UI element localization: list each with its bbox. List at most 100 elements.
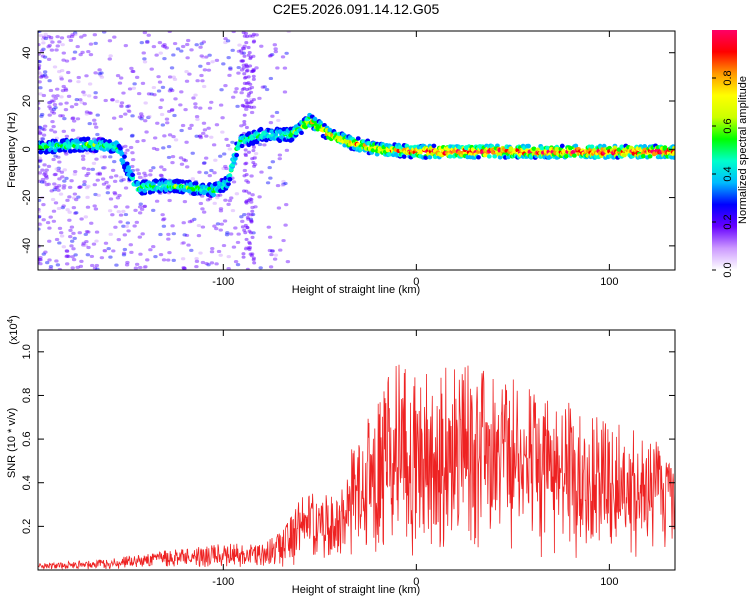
heatmap-cell: [95, 178, 100, 182]
colorbar-tick-label: 0.8: [722, 70, 734, 85]
heatmap-cell: [242, 228, 247, 232]
heatmap-cell: [167, 75, 173, 79]
heatmap-cell: [249, 219, 254, 223]
heatmap-cell: [100, 177, 106, 181]
heatmap-cell: [40, 168, 45, 172]
heatmap-cell: [123, 144, 128, 148]
heatmap-cell: [137, 115, 143, 119]
heatmap-cell: [113, 225, 118, 229]
heatmap-cell: [129, 134, 135, 138]
heatmap-cell: [161, 146, 166, 150]
heatmap-cell: [88, 52, 94, 57]
heatmap-cell: [227, 177, 233, 182]
heatmap-cell: [38, 75, 44, 79]
heatmap-cell: [239, 51, 245, 55]
heatmap-cell: [38, 106, 41, 111]
heatmap-cell: [54, 259, 59, 263]
heatmap-cell: [220, 116, 225, 120]
heatmap-cell: [219, 88, 224, 92]
heatmap-cell: [236, 49, 242, 53]
heatmap-cell: [113, 205, 119, 209]
heatmap-cell: [283, 223, 288, 227]
heatmap-cell: [181, 266, 187, 270]
heatmap-cell: [616, 147, 622, 152]
heatmap-cell: [281, 179, 286, 184]
heatmap-cell: [118, 175, 124, 179]
heatmap-cell: [38, 260, 41, 264]
heatmap-cell: [38, 214, 42, 219]
heatmap-cell: [130, 133, 135, 137]
heatmap-cell: [221, 62, 226, 66]
heatmap-cell: [227, 73, 232, 77]
heatmap-cell: [189, 248, 194, 253]
heatmap-cell: [234, 152, 240, 158]
heatmap-cell: [64, 249, 70, 253]
heatmap-cell: [44, 176, 49, 180]
heatmap-cell: [131, 86, 137, 90]
heatmap-cell: [92, 183, 97, 187]
heatmap-cell: [204, 55, 209, 59]
spectrogram-x-ticks: -100 0 100: [212, 31, 619, 288]
heatmap-cell: [169, 108, 175, 112]
heatmap-cell: [267, 54, 273, 58]
heatmap-cell: [267, 248, 273, 253]
heatmap-cell: [242, 54, 247, 58]
heatmap-cell: [77, 185, 82, 189]
heatmap-cell: [97, 172, 103, 176]
heatmap-cell: [64, 176, 69, 180]
heatmap-cell: [69, 244, 74, 248]
heatmap-cell: [589, 144, 595, 149]
heatmap-cell: [38, 125, 42, 129]
heatmap-cell: [133, 266, 139, 270]
heatmap-cell: [55, 94, 60, 98]
heatmap-cell: [242, 113, 247, 117]
heatmap-cell: [61, 245, 67, 249]
heatmap-cell: [40, 37, 46, 41]
heatmap-cell: [211, 192, 217, 198]
heatmap-cell: [48, 35, 54, 40]
heatmap-cell: [242, 72, 247, 76]
heatmap-cell: [70, 57, 75, 61]
heatmap-cell: [79, 35, 84, 39]
heatmap-cell: [170, 88, 175, 93]
heatmap-cell: [94, 239, 99, 243]
heatmap-cell: [146, 92, 152, 96]
heatmap-cell: [183, 108, 188, 112]
heatmap-cell: [44, 183, 49, 187]
heatmap-cell: [69, 105, 75, 109]
heatmap-cell: [264, 87, 270, 92]
heatmap-cell: [145, 39, 150, 44]
heatmap-cell: [115, 196, 121, 200]
heatmap-cell: [67, 218, 72, 222]
heatmap-cell: [242, 213, 247, 217]
heatmap-cell: [57, 184, 62, 188]
heatmap-cell: [52, 130, 58, 134]
heatmap-cell: [164, 46, 169, 50]
heatmap-cell: [119, 179, 124, 183]
heatmap-cell: [93, 41, 98, 45]
heatmap-cell: [227, 173, 233, 178]
heatmap-cell: [199, 73, 204, 78]
heatmap-cell: [96, 193, 101, 197]
heatmap-cell: [68, 235, 73, 239]
heatmap-cell: [486, 154, 492, 159]
heatmap-cell: [270, 249, 275, 253]
heatmap-cell: [107, 39, 113, 43]
heatmap-cell: [84, 74, 89, 78]
heatmap-cell: [209, 168, 214, 173]
heatmap-cell: [134, 262, 140, 266]
heatmap-cell: [108, 255, 113, 259]
heatmap-cell: [246, 45, 251, 50]
heatmap-cell: [66, 94, 72, 98]
heatmap-cell: [184, 233, 190, 238]
heatmap-cell: [67, 210, 72, 214]
heatmap-cell: [135, 168, 140, 172]
heatmap-cell: [55, 183, 60, 188]
heatmap-cell: [196, 234, 202, 238]
heatmap-cell: [161, 258, 167, 262]
heatmap-cell: [197, 170, 202, 174]
heatmap-cell: [250, 193, 255, 197]
spectrogram-y-label: Frequency (Hz): [6, 112, 18, 188]
heatmap-cell: [41, 41, 46, 45]
heatmap-cell: [56, 188, 61, 192]
